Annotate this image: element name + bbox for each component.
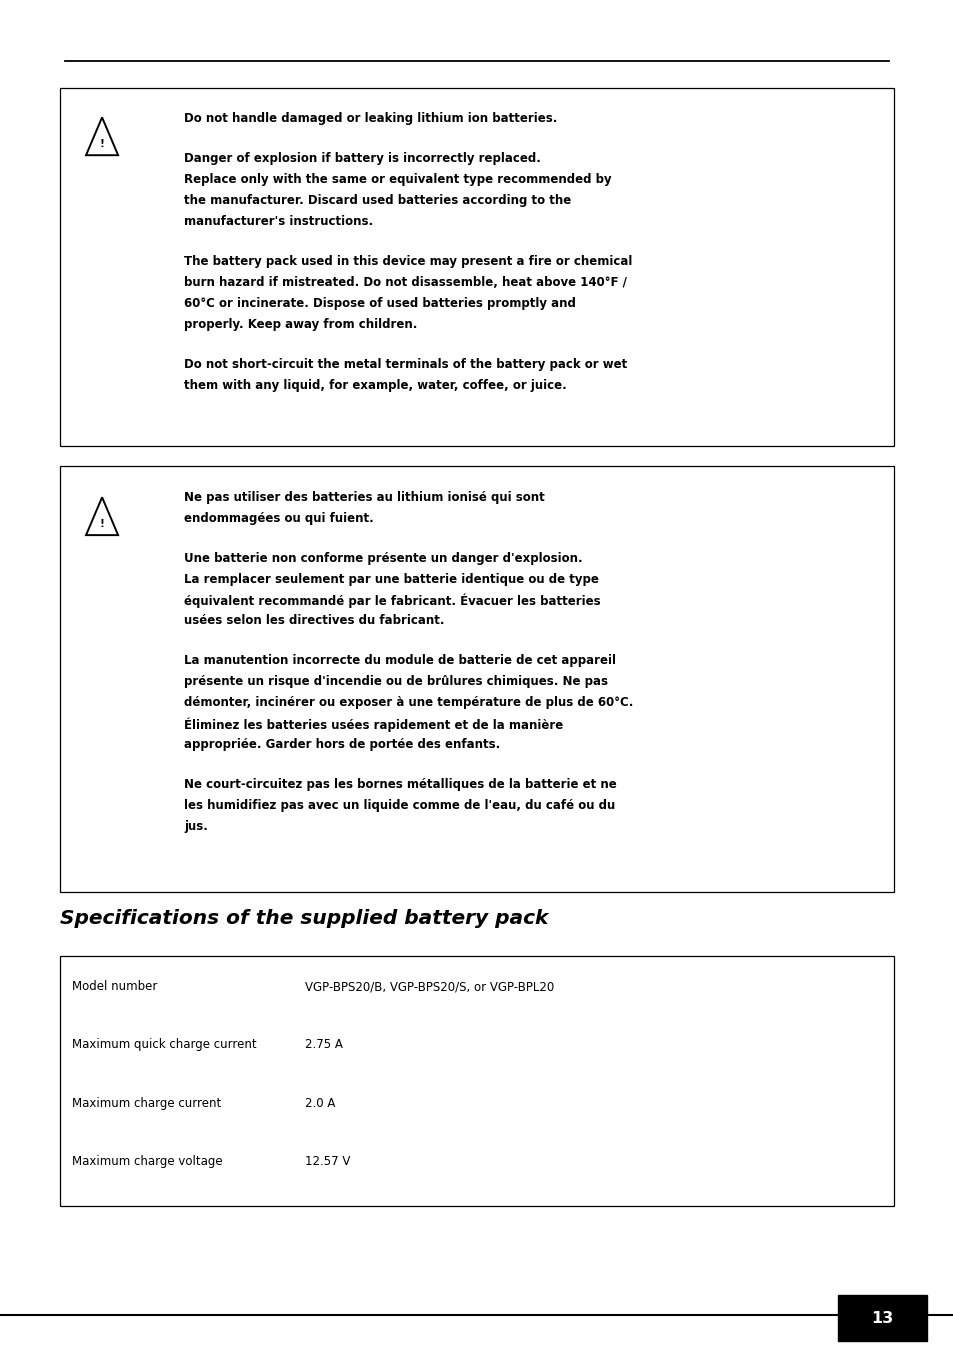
Text: présente un risque d'incendie ou de brûlures chimiques. Ne pas: présente un risque d'incendie ou de brûl… [184,675,607,688]
Text: Maximum charge voltage: Maximum charge voltage [71,1155,222,1168]
Polygon shape [86,118,118,155]
Text: VGP-BPS20/B, VGP-BPS20/S, or VGP-BPL20: VGP-BPS20/B, VGP-BPS20/S, or VGP-BPL20 [305,980,554,994]
Text: Maximum quick charge current: Maximum quick charge current [71,1038,256,1052]
Text: 60°C or incinerate. Dispose of used batteries promptly and: 60°C or incinerate. Dispose of used batt… [184,296,576,310]
Text: properly. Keep away from children.: properly. Keep away from children. [184,318,417,331]
Text: appropriée. Garder hors de portée des enfants.: appropriée. Garder hors de portée des en… [184,738,499,752]
FancyBboxPatch shape [60,466,893,892]
Text: usées selon les directives du fabricant.: usées selon les directives du fabricant. [184,614,444,627]
Text: La manutention incorrecte du module de batterie de cet appareil: La manutention incorrecte du module de b… [184,654,616,668]
Text: Éliminez les batteries usées rapidement et de la manière: Éliminez les batteries usées rapidement … [184,717,563,731]
Text: manufacturer's instructions.: manufacturer's instructions. [184,215,373,228]
Text: Do not short-circuit the metal terminals of the battery pack or wet: Do not short-circuit the metal terminals… [184,357,627,370]
Text: Ne pas utiliser des batteries au lithium ionisé qui sont: Ne pas utiliser des batteries au lithium… [184,491,544,504]
Text: jus.: jus. [184,819,208,833]
Text: !: ! [99,139,105,149]
Text: !: ! [99,519,105,529]
Text: La remplacer seulement par une batterie identique ou de type: La remplacer seulement par une batterie … [184,572,598,585]
FancyBboxPatch shape [60,88,893,446]
FancyBboxPatch shape [837,1295,926,1341]
Text: 2.75 A: 2.75 A [305,1038,343,1052]
Text: démonter, incinérer ou exposer à une température de plus de 60°C.: démonter, incinérer ou exposer à une tem… [184,696,633,710]
Text: Replace only with the same or equivalent type recommended by: Replace only with the same or equivalent… [184,173,611,187]
Text: Danger of explosion if battery is incorrectly replaced.: Danger of explosion if battery is incorr… [184,151,540,165]
Text: Maximum charge current: Maximum charge current [71,1096,220,1110]
Text: Model number: Model number [71,980,156,994]
Polygon shape [86,498,118,535]
Text: burn hazard if mistreated. Do not disassemble, heat above 140°F /: burn hazard if mistreated. Do not disass… [184,276,626,289]
Text: 12.57 V: 12.57 V [305,1155,351,1168]
Text: Do not handle damaged or leaking lithium ion batteries.: Do not handle damaged or leaking lithium… [184,112,557,126]
Text: 2.0 A: 2.0 A [305,1096,335,1110]
Text: 13: 13 [870,1310,893,1326]
Text: Specifications of the supplied battery pack: Specifications of the supplied battery p… [60,909,548,927]
Text: endommagées ou qui fuient.: endommagées ou qui fuient. [184,511,374,525]
Text: Une batterie non conforme présente un danger d'explosion.: Une batterie non conforme présente un da… [184,552,582,565]
Text: them with any liquid, for example, water, coffee, or juice.: them with any liquid, for example, water… [184,379,566,392]
Text: équivalent recommandé par le fabricant. Évacuer les batteries: équivalent recommandé par le fabricant. … [184,594,600,608]
Text: The battery pack used in this device may present a fire or chemical: The battery pack used in this device may… [184,254,632,268]
FancyBboxPatch shape [60,956,893,1206]
Text: the manufacturer. Discard used batteries according to the: the manufacturer. Discard used batteries… [184,193,571,207]
Text: les humidifiez pas avec un liquide comme de l'eau, du café ou du: les humidifiez pas avec un liquide comme… [184,799,615,813]
Text: Ne court-circuitez pas les bornes métalliques de la batterie et ne: Ne court-circuitez pas les bornes métall… [184,777,617,791]
